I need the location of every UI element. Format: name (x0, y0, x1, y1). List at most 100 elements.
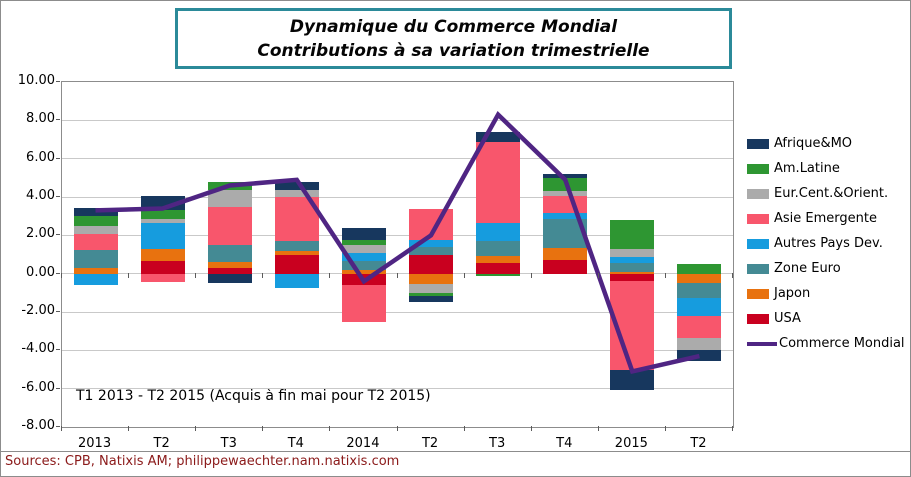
bar-segment-afrique-mo (274, 181, 319, 191)
bar-segment-afrique-mo (677, 350, 722, 361)
bar-segment-japon (409, 273, 454, 285)
x-axis-label: T4 (287, 436, 304, 451)
x-axis-tick (61, 272, 62, 278)
x-axis-tick (597, 272, 599, 278)
period-annotation: T1 2013 - T2 2015 (Acquis à fin mai pour… (76, 388, 431, 404)
x-axis-tick (597, 426, 599, 431)
x-axis-tick (664, 426, 666, 431)
gridline (62, 196, 733, 198)
x-axis-label: 2013 (78, 436, 112, 451)
y-axis-label: -6.00 (21, 379, 55, 395)
x-axis-tick (329, 272, 331, 278)
bar-segment-zone-euro (610, 263, 655, 272)
bar-segment-zone-euro (207, 244, 252, 263)
legend-label: Zone Euro (774, 261, 841, 276)
bar-segment-eur-cent-orient (274, 190, 319, 197)
legend-label: Asie Emergente (774, 211, 877, 226)
y-axis-tick (56, 272, 60, 274)
bar-segment-am-latine (409, 292, 454, 296)
bar-segment-autres-pays-dev (274, 273, 319, 289)
x-axis-label: T2 (421, 436, 439, 451)
legend-item-usa: USA (747, 306, 905, 331)
legend-item-autres-pays-dev: Autres Pays Dev. (747, 231, 905, 256)
chart-title-line1: Dynamique du Commerce Mondial (289, 17, 618, 37)
x-axis-label: 2014 (346, 436, 380, 451)
bar-segment-japon (207, 262, 252, 268)
y-axis-tick (56, 81, 60, 82)
bar-segment-asie-emergente (677, 315, 722, 338)
bar-segment-japon (677, 273, 722, 284)
bar-segment-japon (73, 267, 118, 274)
gridline (62, 388, 733, 390)
bar-segment-autres-pays-dev (73, 273, 118, 286)
legend-item-asie-emergente: Asie Emergente (747, 206, 905, 231)
bar-segment-autres-pays-dev (476, 222, 521, 242)
bar-segment-zone-euro (274, 241, 319, 251)
bar-segment-zone-euro (476, 241, 521, 257)
bar-segment-autres-pays-dev (610, 257, 655, 264)
y-axis-label: -2.00 (21, 303, 55, 318)
y-axis-tick (56, 426, 60, 427)
bar-segment-eur-cent-orient (677, 337, 722, 351)
x-axis-label: T3 (489, 436, 506, 451)
legend-label: Japon (774, 286, 811, 301)
gridline (62, 234, 733, 236)
am-latine-color-swatch (747, 163, 769, 174)
y-axis-label: 2.00 (26, 226, 55, 242)
bar-segment-autres-pays-dev (543, 213, 588, 220)
legend-item-japon: Japon (747, 281, 905, 306)
x-axis-tick (732, 426, 733, 431)
bar-segment-autres-pays-dev (409, 240, 454, 247)
bar-segment-usa (610, 273, 655, 282)
x-axis-tick (329, 426, 331, 431)
bar-segment-japon (610, 271, 655, 274)
commerce-mondial-line-swatch (747, 341, 777, 346)
bar-segment-usa (476, 263, 521, 274)
y-axis-tick (56, 349, 60, 351)
bar-segment-am-latine (341, 240, 386, 245)
y-axis-tick (56, 119, 60, 121)
bar-segment-afrique-mo (476, 131, 521, 143)
y-axis-tick (56, 311, 60, 312)
legend-item-eur-cent-orient: Eur.Cent.&Orient. (747, 181, 905, 206)
bar-segment-am-latine (140, 210, 185, 220)
legend-item-am-latine: Am.Latine (747, 156, 905, 181)
gridline (62, 349, 733, 351)
gridline (62, 273, 733, 275)
legend-label: Eur.Cent.&Orient. (774, 186, 889, 201)
bar-segment-usa (409, 255, 454, 274)
y-axis-label: 6.00 (26, 149, 55, 165)
y-axis-tick (56, 387, 60, 389)
gridline (62, 311, 733, 313)
bar-segment-autres-pays-dev (341, 252, 386, 262)
legend-label: USA (774, 311, 801, 326)
bar-segment-asie-emergente (476, 142, 521, 223)
legend-label: Afrique&MO (774, 136, 853, 151)
afrique-mo-color-swatch (747, 138, 769, 149)
bar-segment-japon (140, 248, 185, 262)
y-axis-tick (56, 196, 60, 197)
x-axis-tick (732, 272, 733, 278)
bar-segment-japon (543, 247, 588, 261)
y-axis-label: 8.00 (26, 111, 55, 127)
x-axis-tick (262, 426, 264, 431)
legend-item-commerce-mondial: Commerce Mondial (747, 331, 905, 356)
chart-canvas: Dynamique du Commerce Mondial Contributi… (1, 1, 910, 452)
x-axis-tick (195, 426, 197, 431)
bar-segment-japon (341, 269, 386, 274)
x-axis-tick (61, 426, 62, 431)
x-axis-tick (463, 272, 465, 278)
legend-label: Commerce Mondial (779, 336, 905, 351)
bar-segment-zone-euro (341, 261, 386, 270)
japon-color-swatch (747, 288, 769, 299)
x-axis-tick (463, 426, 465, 431)
x-axis-tick (396, 426, 398, 431)
bar-segment-am-latine (677, 264, 722, 274)
plot-area: T1 2013 - T2 2015 (Acquis à fin mai pour… (61, 81, 734, 428)
bar-segment-autres-pays-dev (140, 222, 185, 249)
asie-emergente-color-swatch (747, 213, 769, 224)
x-axis-label: T4 (556, 436, 573, 451)
zone-euro-color-swatch (747, 263, 769, 274)
x-axis-label: T2 (153, 436, 170, 451)
